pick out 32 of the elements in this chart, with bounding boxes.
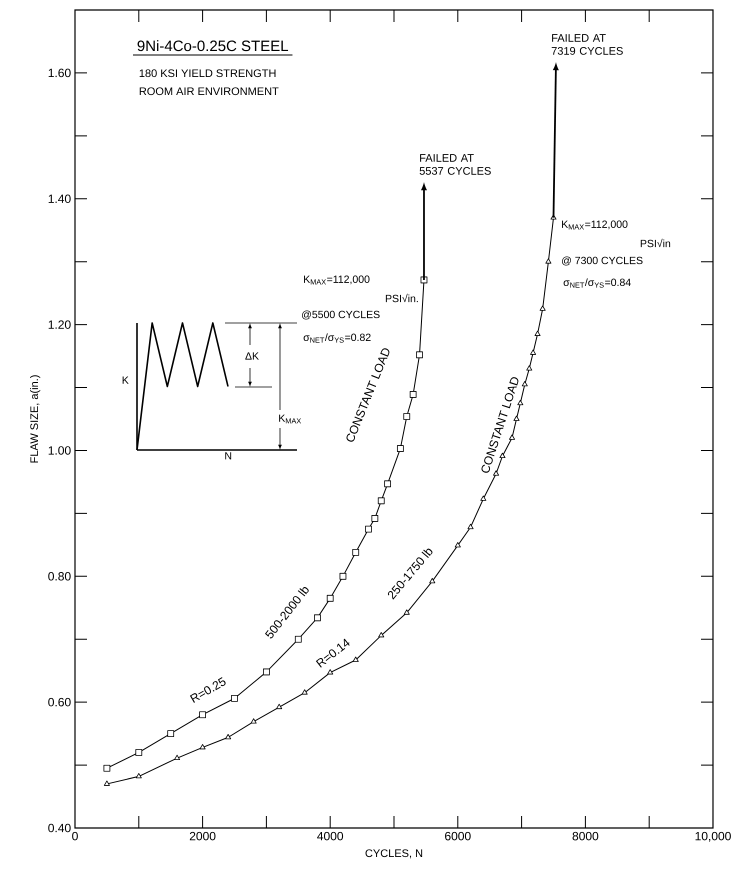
text: 180 KSI YIELD STRENGTH <box>140 69 276 78</box>
y-axis-title: K <box>122 376 129 384</box>
x-axis-title: CYCLES, N <box>366 849 422 858</box>
annotation: PSI√in. <box>386 294 418 302</box>
x-tick-label: 6000 <box>445 832 471 840</box>
y-tick-label: 0.80 <box>48 572 71 581</box>
annotation: σ$_{NET}$/σ$_{YS}$=0.82 <box>304 333 371 343</box>
y-tick-label: 1.60 <box>48 68 71 78</box>
annotation: σ$_{NET}$/σ$_{YS}$=0.84 <box>564 278 631 288</box>
annotation: K$_{MAX}$=112,000 <box>562 220 628 230</box>
x-tick-label: 0 <box>72 832 78 840</box>
y-tick-label: 1.20 <box>48 320 71 329</box>
x-tick-label: 8000 <box>572 832 598 840</box>
y-tick-label: 0.40 <box>48 824 71 832</box>
annotation: FAILED AT 7319 CYCLES <box>552 34 623 55</box>
x-tick-label: 4000 <box>317 832 344 840</box>
y-axis-title: FLAW SIZE, a(in.) <box>30 375 40 462</box>
text: 9Ni-4Co-0.25C STEEL <box>138 40 288 52</box>
annotation: @ 7300 CYCLES <box>562 256 643 266</box>
x-axis-title: N <box>225 452 232 460</box>
y-tick-label: 1.00 <box>48 446 71 455</box>
annotation: K$_{MAX}$ <box>279 414 302 424</box>
x-tick-label: 2000 <box>190 832 216 840</box>
y-tick-label: 1.40 <box>48 194 71 204</box>
annotation: ΔK <box>245 352 259 360</box>
y-tick-label: 0.60 <box>48 698 71 706</box>
annotation: @5500 CYCLES <box>302 310 380 320</box>
x-tick-label: 10,000 <box>696 832 731 842</box>
annotation: ROOM AIR ENVIRONMENT <box>140 87 279 96</box>
annotation: K$_{MAX}$=112,000 <box>304 276 370 284</box>
annotation: FAILED AT 5537 CYCLES <box>420 154 491 175</box>
annotation: PSI√in <box>640 238 670 248</box>
